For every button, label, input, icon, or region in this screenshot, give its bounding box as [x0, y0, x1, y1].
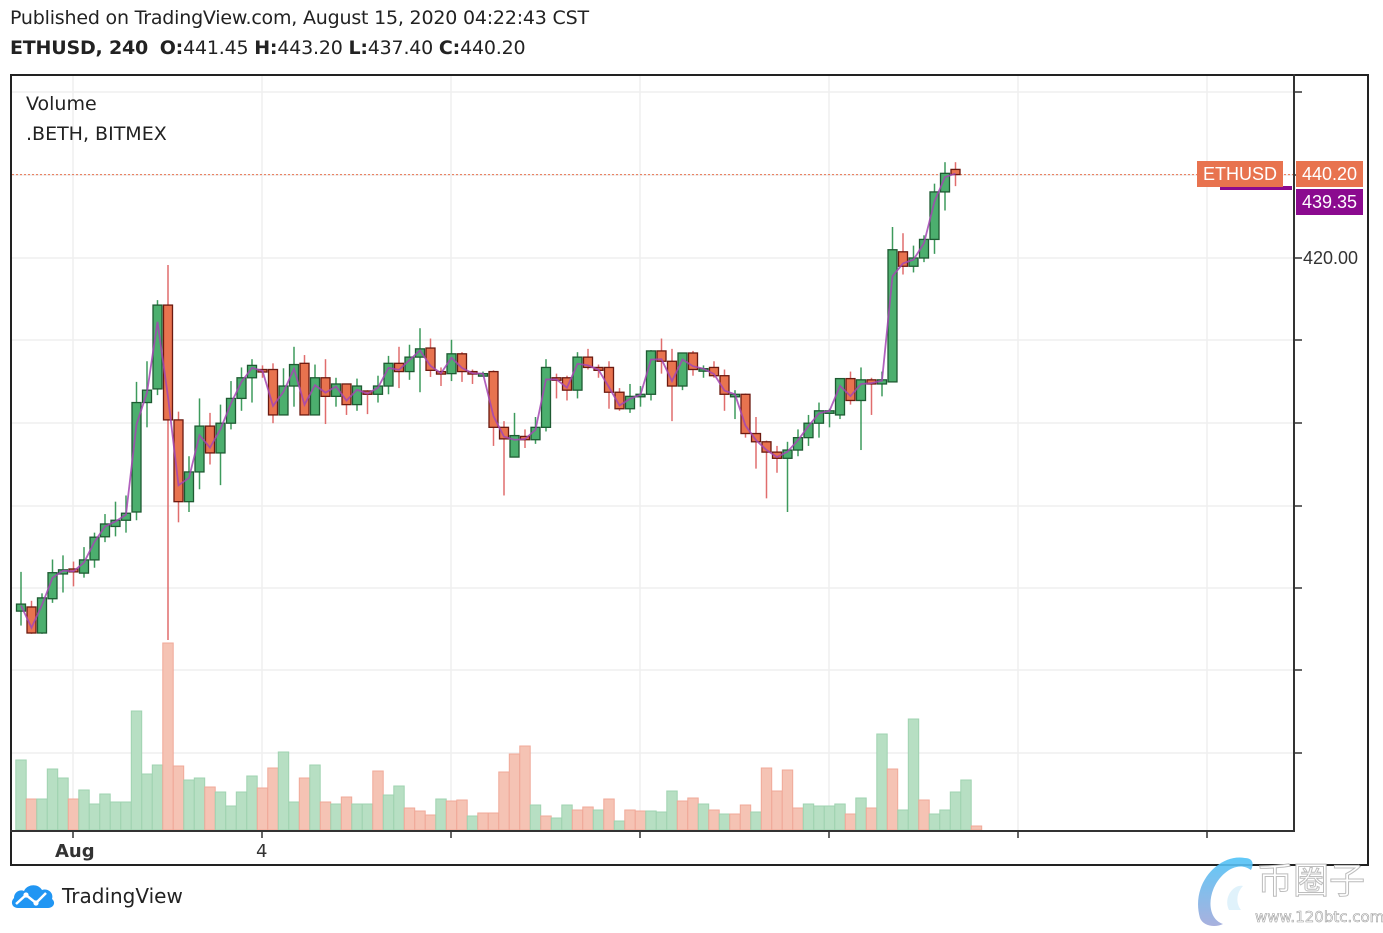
open-value: 441.45: [183, 37, 249, 59]
watermark: 币圈子 www.120btc.com: [1185, 848, 1383, 929]
legend-volume[interactable]: Volume: [26, 93, 97, 115]
symbol-interval: ETHUSD, 240: [10, 37, 149, 59]
tradingview-brand[interactable]: TradingView: [10, 882, 183, 910]
y-axis-label-420: 420.00: [1303, 248, 1359, 268]
index-price-tag: 439.35: [1296, 189, 1364, 215]
svg-text:www.120btc.com: www.120btc.com: [1255, 908, 1383, 926]
x-axis-label-aug: Aug: [55, 841, 95, 862]
legend-index[interactable]: .BETH, BITMEX: [26, 123, 167, 145]
plot-area: [10, 74, 1295, 832]
close-label: C:: [438, 37, 461, 59]
tradingview-label: TradingView: [62, 884, 183, 908]
last-price-tag: 440.20: [1296, 161, 1364, 187]
high-label: H:: [254, 37, 278, 59]
svg-text:币圈子: 币圈子: [1257, 861, 1365, 902]
close-value: 440.20: [460, 37, 526, 59]
watermark-logo-icon: 币圈子 www.120btc.com: [1198, 857, 1383, 926]
low-value: 437.40: [367, 37, 434, 59]
published-caption: Published on TradingView.com, August 15,…: [10, 7, 589, 29]
symbol-ohlc-line: ETHUSD, 240 O:441.45 H:443.20 L:437.40 C…: [10, 37, 526, 59]
x-axis-label-4: 4: [256, 841, 268, 862]
open-label: O:: [159, 37, 184, 59]
tradingview-cloud-icon: [11, 885, 55, 908]
symbol-price-tag: ETHUSD: [1197, 161, 1284, 187]
chart-frame: [10, 74, 1369, 866]
low-label: L:: [348, 37, 368, 59]
high-value: 443.20: [277, 37, 343, 59]
